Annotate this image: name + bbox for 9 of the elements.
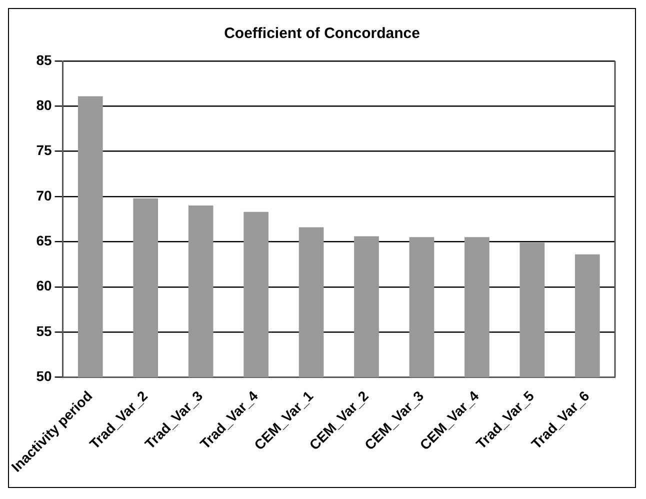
y-tick-label: 70 [36, 187, 52, 204]
y-tick-label: 80 [36, 97, 52, 114]
y-tick-label: 75 [36, 142, 52, 158]
y-tick-label: 50 [36, 368, 52, 384]
y-tick-label: 60 [36, 278, 52, 294]
y-tick-label: 65 [36, 232, 52, 249]
chart-title: Coefficient of Concordance [224, 25, 420, 42]
y-tick-label: 55 [36, 322, 52, 339]
y-tick-label: 85 [36, 52, 52, 68]
